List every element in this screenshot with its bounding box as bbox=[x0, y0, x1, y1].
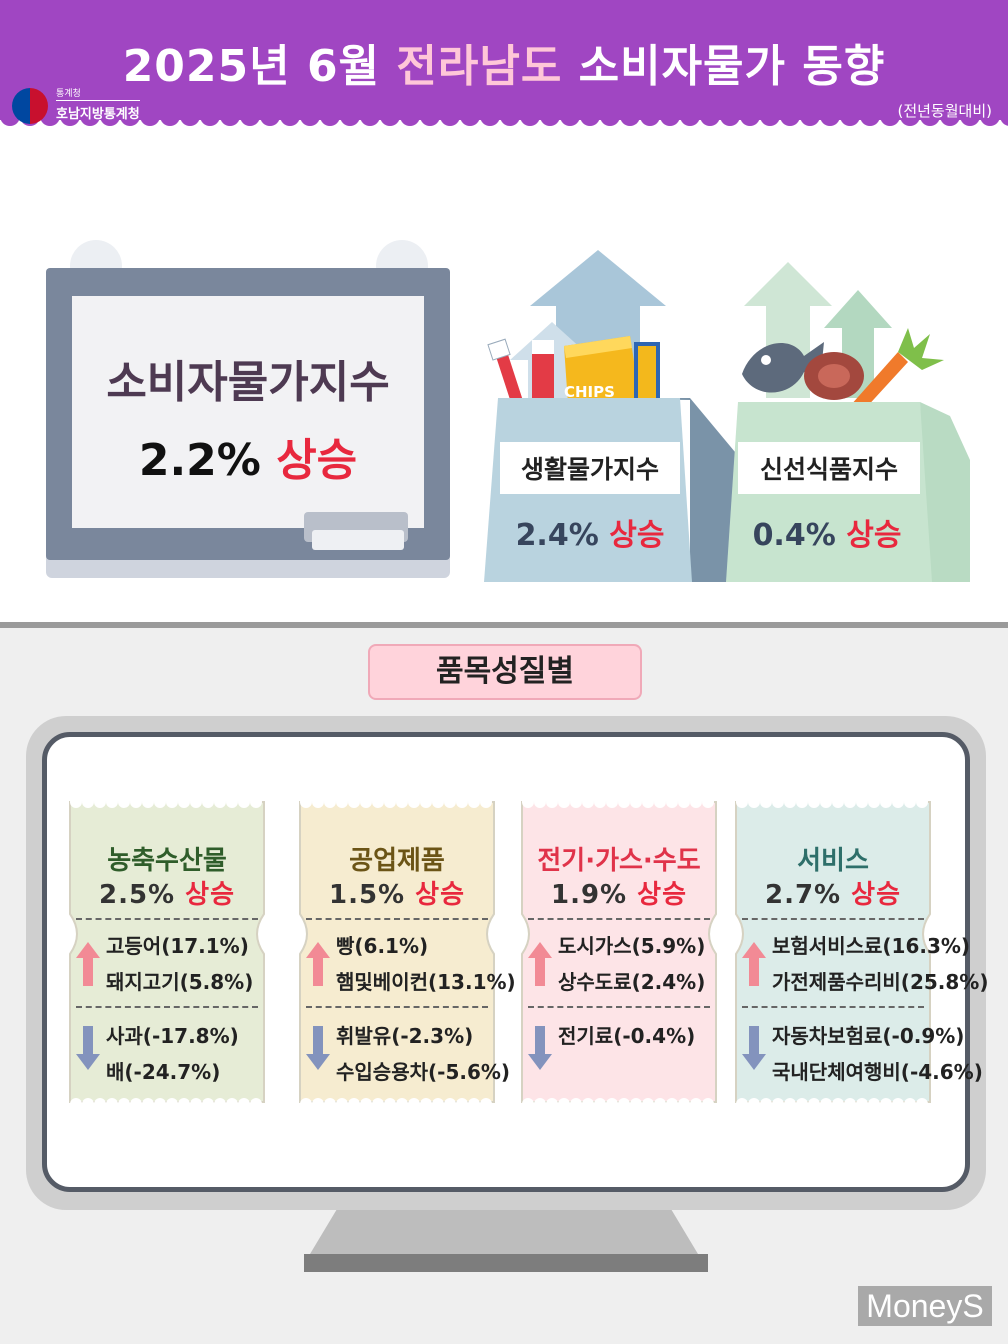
category-name: 공업제품 bbox=[349, 846, 445, 876]
category-card: 서비스 2.7% 상승 보험서비스료(16.3%) 가전제품수리비(25.8%) 자동차… bbox=[728, 794, 988, 1110]
category-name: 전기·가스·수도 bbox=[537, 846, 701, 876]
up-arrow-icon bbox=[742, 942, 766, 986]
category-direction: 상승 bbox=[185, 880, 235, 910]
category-rate-value: 1.5% bbox=[328, 880, 406, 910]
eraser-pad bbox=[312, 530, 404, 550]
daily-goods-icon bbox=[487, 336, 660, 404]
category-rate: 2.7% 상승 bbox=[728, 874, 938, 911]
comparison-basis: (전년동월대비) bbox=[897, 102, 992, 120]
decrease-item: 자동차보험료(-0.9%) bbox=[772, 1024, 965, 1048]
living-cpi-value: 2.4% 상승 bbox=[500, 510, 680, 554]
category-direction: 상승 bbox=[415, 880, 465, 910]
headline-board: 소비자물가지수 2.2% 상승 bbox=[46, 240, 450, 580]
decrease-item: 전기료(-0.4%) bbox=[558, 1024, 696, 1048]
category-direction: 상승 bbox=[637, 880, 687, 910]
down-arrow-icon bbox=[528, 1026, 552, 1070]
down-arrow-icon bbox=[306, 1026, 330, 1070]
category-rate-value: 2.7% bbox=[764, 880, 842, 910]
dashed-divider bbox=[76, 918, 258, 920]
fresh-food-index-value: 0.4% 상승 bbox=[734, 510, 920, 554]
category-rate: 1.5% 상승 bbox=[292, 874, 502, 911]
up-arrow-icon bbox=[306, 942, 330, 986]
fresh-food-index-label: 신선식품지수 bbox=[738, 442, 920, 494]
increase-item: 도시가스(5.9%) bbox=[558, 934, 706, 958]
increase-item: 상수도료(2.4%) bbox=[558, 970, 706, 994]
decrease-item: 휘발유(-2.3%) bbox=[336, 1024, 474, 1048]
dashed-divider bbox=[306, 1006, 488, 1008]
header-banner bbox=[0, 0, 1008, 120]
board-surface bbox=[72, 296, 424, 528]
title-region: 전라남도 bbox=[396, 41, 563, 92]
category-name: 농축수산물 bbox=[107, 846, 227, 876]
living-cpi-label: 생활물가지수 bbox=[500, 442, 680, 494]
dashed-divider bbox=[528, 1006, 710, 1008]
decrease-item: 국내단체여행비(-4.6%) bbox=[772, 1060, 983, 1084]
dashed-divider bbox=[742, 918, 924, 920]
statistics-office-logo: 통계청 호남지방통계청 bbox=[12, 80, 162, 126]
down-arrow-icon bbox=[742, 1026, 766, 1070]
title-date: 2025년 6월 bbox=[122, 41, 397, 92]
dashed-divider bbox=[742, 1006, 924, 1008]
decrease-item: 사과(-17.8%) bbox=[106, 1024, 239, 1048]
increase-item: 햄및베이컨(13.1%) bbox=[336, 970, 516, 994]
living-cpi-rate: 2.4% bbox=[515, 518, 599, 553]
sub-index-bags: CHIPS 생활물가지수 2.4% 상승 신선식품지수 0.4% 상승 bbox=[480, 248, 980, 588]
cpi-value: 2.2% 상승 bbox=[72, 424, 424, 488]
decrease-item: 배(-24.7%) bbox=[106, 1060, 221, 1084]
category-card: 전기·가스·수도 1.9% 상승 도시가스(5.9%) 상수도료(2.4%) 전기료(-… bbox=[514, 794, 724, 1110]
logo-agency: 통계청 bbox=[56, 89, 81, 99]
category-card: 농축수산물 2.5% 상승 고등어(17.1%) 돼지고기(5.8%) 사과(-17.8… bbox=[62, 794, 272, 1110]
dashed-divider bbox=[76, 1006, 258, 1008]
dashed-divider bbox=[306, 918, 488, 920]
taegeuk-emblem-icon bbox=[12, 88, 48, 124]
living-cpi-direction: 상승 bbox=[609, 518, 665, 553]
category-direction: 상승 bbox=[851, 880, 901, 910]
cpi-label: 소비자물가지수 bbox=[106, 357, 390, 408]
cpi-direction: 상승 bbox=[276, 435, 358, 486]
up-arrow-icon bbox=[528, 942, 552, 986]
category-rate-value: 2.5% bbox=[98, 880, 176, 910]
category-name: 서비스 bbox=[797, 846, 869, 876]
increase-item: 보험서비스료(16.3%) bbox=[772, 934, 971, 958]
increase-item: 고등어(17.1%) bbox=[106, 934, 249, 958]
fresh-food-rate: 0.4% bbox=[752, 518, 836, 553]
chips-text: CHIPS bbox=[564, 383, 615, 401]
increase-item: 돼지고기(5.8%) bbox=[106, 970, 254, 994]
title-subject: 소비자물가 동향 bbox=[562, 41, 886, 92]
category-card: 공업제품 1.5% 상승 빵(6.1%) 햄및베이컨(13.1%) 휘발유(-2.3%)… bbox=[292, 794, 516, 1110]
category-rate: 2.5% 상승 bbox=[62, 874, 272, 911]
cpi-rate: 2.2% bbox=[138, 435, 261, 486]
dashed-divider bbox=[528, 918, 710, 920]
decrease-item: 수입승용차(-5.6%) bbox=[336, 1060, 511, 1084]
section-title: 품목성질별 bbox=[368, 644, 642, 700]
up-arrow-icon bbox=[76, 942, 100, 986]
watermark-logo: MoneyS bbox=[858, 1286, 992, 1326]
increase-item: 가전제품수리비(25.8%) bbox=[772, 970, 989, 994]
category-rate-value: 1.9% bbox=[550, 880, 628, 910]
fresh-food-direction: 상승 bbox=[846, 518, 902, 553]
fresh-food-icon bbox=[742, 328, 944, 410]
page-title: 2025년 6월 전라남도 소비자물가 동향 bbox=[0, 30, 1008, 94]
logo-office-name: 호남지방통계청 bbox=[56, 100, 140, 122]
down-arrow-icon bbox=[76, 1026, 100, 1070]
category-rate: 1.9% 상승 bbox=[514, 874, 724, 911]
increase-item: 빵(6.1%) bbox=[336, 934, 429, 958]
